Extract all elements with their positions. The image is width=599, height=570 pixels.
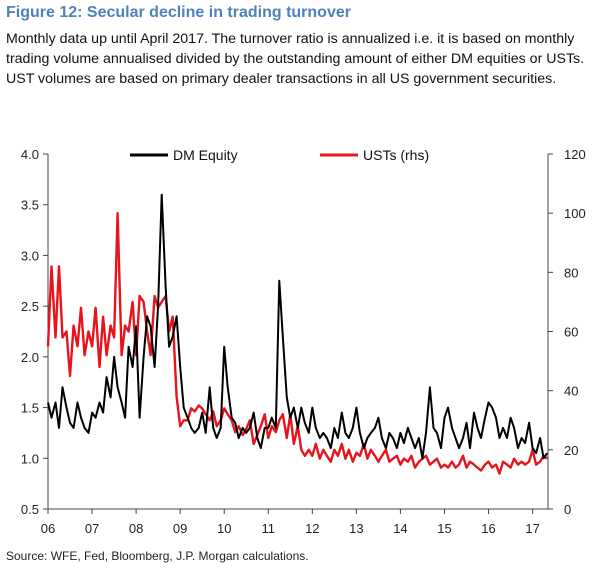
source-note: Source: WFE, Fed, Bloomberg, J.P. Morgan… bbox=[6, 549, 309, 563]
plot-frame bbox=[47, 154, 549, 510]
x-tick-label: 08 bbox=[129, 521, 143, 536]
left-tick-label: 1.0 bbox=[21, 451, 39, 466]
dm-equity-line bbox=[47, 193, 548, 460]
legend-usts-label: USTs (rhs) bbox=[363, 147, 429, 163]
right-tick-label: 40 bbox=[564, 384, 578, 399]
x-tick-label: 06 bbox=[41, 521, 55, 536]
right-tick-label: 60 bbox=[564, 325, 578, 340]
left-tick-label: 2.0 bbox=[21, 350, 39, 365]
x-tick-label: 17 bbox=[525, 521, 539, 536]
right-tick-label: 80 bbox=[564, 265, 578, 280]
x-tick-label: 12 bbox=[305, 521, 319, 536]
x-tick-label: 14 bbox=[393, 521, 407, 536]
left-tick-label: 1.5 bbox=[21, 401, 39, 416]
legend-dm-equity-label: DM Equity bbox=[173, 147, 238, 163]
x-tick-label: 07 bbox=[85, 521, 99, 536]
left-tick-label: 3.5 bbox=[21, 198, 39, 213]
left-axis: 0.5 1.0 1.5 2.0 2.5 3.0 3.5 4.0 bbox=[21, 147, 48, 517]
x-tick-label: 11 bbox=[262, 521, 276, 536]
series-layer bbox=[46, 193, 548, 475]
right-tick-label: 0 bbox=[564, 502, 571, 517]
x-axis: 06 07 08 09 10 11 12 13 14 15 16 17 bbox=[41, 509, 540, 536]
left-tick-label: 2.5 bbox=[21, 299, 39, 314]
x-tick-label: 13 bbox=[349, 521, 363, 536]
left-tick-label: 3.0 bbox=[21, 248, 39, 263]
right-tick-label: 120 bbox=[564, 147, 586, 162]
left-tick-label: 4.0 bbox=[21, 147, 39, 162]
right-axis: 0 20 40 60 80 100 120 bbox=[548, 147, 586, 517]
chart-title: Figure 12: Secular decline in trading tu… bbox=[6, 4, 351, 21]
right-tick-label: 20 bbox=[564, 443, 578, 458]
x-tick-label: 10 bbox=[217, 521, 231, 536]
chart-subtitle: Monthly data up until April 2017. The tu… bbox=[6, 31, 585, 87]
x-tick-label: 16 bbox=[481, 521, 495, 536]
x-tick-label: 15 bbox=[437, 521, 451, 536]
legend: DM Equity USTs (rhs) bbox=[130, 147, 429, 163]
x-tick-label: 09 bbox=[173, 521, 187, 536]
right-tick-label: 100 bbox=[564, 206, 586, 221]
left-tick-label: 0.5 bbox=[21, 502, 39, 517]
